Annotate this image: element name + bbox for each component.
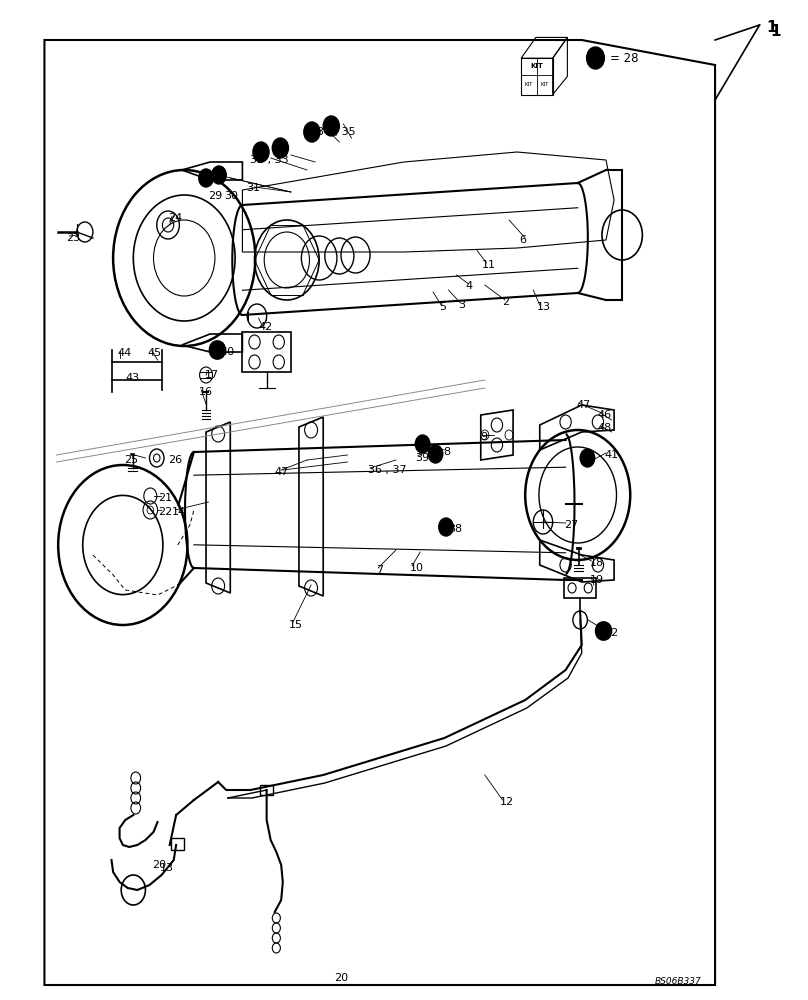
Text: 21: 21 bbox=[158, 493, 172, 503]
Circle shape bbox=[272, 138, 288, 158]
Text: 1: 1 bbox=[767, 20, 776, 35]
Text: 8: 8 bbox=[443, 447, 450, 457]
Text: 20: 20 bbox=[152, 860, 166, 870]
Text: 29: 29 bbox=[208, 191, 223, 201]
Text: 44: 44 bbox=[117, 348, 132, 358]
Text: 19: 19 bbox=[590, 575, 604, 585]
Text: 32 , 33: 32 , 33 bbox=[250, 155, 289, 165]
Text: 11: 11 bbox=[482, 260, 495, 270]
Text: 41: 41 bbox=[604, 450, 618, 460]
Text: 6: 6 bbox=[520, 235, 527, 245]
Text: 20: 20 bbox=[334, 973, 347, 983]
Text: 2: 2 bbox=[503, 297, 510, 307]
Text: 38: 38 bbox=[448, 524, 462, 534]
Text: 42: 42 bbox=[604, 628, 619, 638]
Circle shape bbox=[323, 116, 339, 136]
Circle shape bbox=[304, 122, 320, 142]
Text: 18: 18 bbox=[590, 558, 604, 568]
Text: 40: 40 bbox=[221, 347, 234, 357]
Text: 7: 7 bbox=[376, 565, 383, 575]
Text: 13: 13 bbox=[537, 302, 550, 312]
Text: 43: 43 bbox=[125, 373, 139, 383]
Circle shape bbox=[597, 622, 612, 640]
Text: 5: 5 bbox=[439, 302, 446, 312]
Circle shape bbox=[209, 341, 224, 359]
Circle shape bbox=[415, 435, 430, 453]
Text: 26: 26 bbox=[168, 455, 182, 465]
Text: 16: 16 bbox=[199, 387, 213, 397]
Text: BS06B337: BS06B337 bbox=[654, 978, 701, 986]
Text: 24: 24 bbox=[168, 213, 183, 223]
Text: 36 , 37: 36 , 37 bbox=[368, 465, 406, 475]
Text: = 28: = 28 bbox=[610, 51, 638, 64]
Text: 48: 48 bbox=[598, 423, 612, 433]
Text: 31: 31 bbox=[246, 183, 260, 193]
Text: 27: 27 bbox=[564, 520, 579, 530]
Circle shape bbox=[587, 47, 604, 69]
Circle shape bbox=[595, 622, 610, 640]
Text: 4: 4 bbox=[465, 281, 473, 291]
Text: 42: 42 bbox=[259, 322, 273, 332]
Text: 45: 45 bbox=[148, 348, 162, 358]
Circle shape bbox=[199, 169, 213, 187]
Circle shape bbox=[439, 518, 453, 536]
Text: 25: 25 bbox=[124, 455, 138, 465]
Text: 13: 13 bbox=[160, 863, 174, 873]
Circle shape bbox=[428, 445, 443, 463]
Text: 3: 3 bbox=[458, 300, 465, 310]
Circle shape bbox=[253, 142, 269, 162]
Text: 15: 15 bbox=[289, 620, 303, 630]
Text: 14: 14 bbox=[172, 507, 186, 517]
Text: KIT: KIT bbox=[531, 63, 543, 69]
Text: 23: 23 bbox=[66, 233, 80, 243]
Text: 46: 46 bbox=[598, 410, 612, 420]
Text: 39: 39 bbox=[415, 453, 429, 463]
Text: 30: 30 bbox=[225, 191, 238, 201]
Text: 22: 22 bbox=[158, 507, 173, 517]
Circle shape bbox=[211, 341, 225, 359]
Text: KIT: KIT bbox=[541, 82, 549, 87]
Text: 1: 1 bbox=[770, 24, 781, 39]
Text: 34 , 35: 34 , 35 bbox=[317, 127, 356, 137]
Text: 9: 9 bbox=[480, 432, 487, 442]
Text: KIT: KIT bbox=[525, 82, 533, 87]
Text: 17: 17 bbox=[204, 370, 218, 380]
Text: 47: 47 bbox=[576, 400, 591, 410]
Circle shape bbox=[580, 449, 595, 467]
Text: 10: 10 bbox=[410, 563, 423, 573]
Text: 47: 47 bbox=[275, 467, 289, 477]
Circle shape bbox=[212, 166, 226, 184]
Text: 12: 12 bbox=[500, 797, 514, 807]
